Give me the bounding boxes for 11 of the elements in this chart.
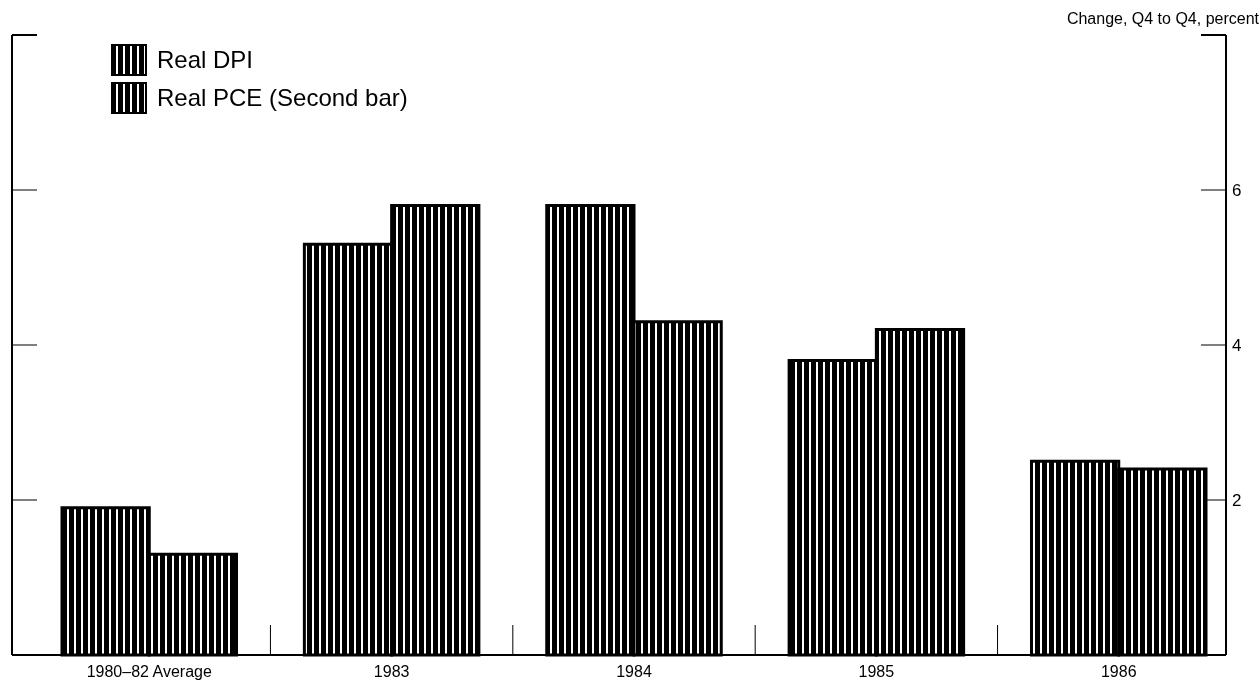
- x-tick-label: 1986: [1100, 663, 1137, 680]
- x-tick-label: 1984: [616, 663, 652, 680]
- legend-label: Real PCE (Second bar): [157, 84, 408, 112]
- y-tick-label: 4: [1232, 335, 1242, 355]
- x-tick-label: 1980–82 Average: [86, 663, 212, 680]
- legend-label: Real DPI: [157, 46, 254, 74]
- y-axis-title: Change, Q4 to Q4, percent: [1066, 10, 1260, 27]
- x-tick-label: 1985: [858, 663, 895, 680]
- x-tick-label: 1983: [373, 663, 410, 680]
- y-tick-label: 6: [1232, 180, 1242, 200]
- y-tick-label: 2: [1232, 490, 1242, 510]
